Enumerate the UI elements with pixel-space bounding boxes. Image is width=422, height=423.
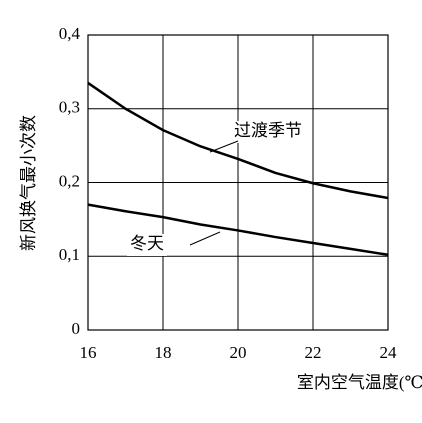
plot-frame [87, 34, 389, 331]
x-axis-label: 室内空气温度(℃) [297, 373, 422, 392]
y-tick-label: 0,2 [59, 171, 80, 190]
y-tick-label: 0,1 [59, 245, 80, 264]
leader-line [189, 231, 221, 246]
y-axis-label: 新风换气最小次数 [19, 115, 38, 251]
leader-line [209, 140, 239, 153]
x-tick-label: 22 [305, 343, 322, 362]
label-bg [127, 234, 167, 256]
y-tick-label: 0,3 [59, 98, 80, 117]
series-label: 过渡季节 [234, 121, 302, 140]
label-bg [232, 121, 304, 143]
series-label: 冬天 [130, 234, 164, 253]
x-tick-label: 16 [80, 343, 97, 362]
y-tick-label: 0 [72, 319, 81, 338]
series-line [87, 81, 389, 200]
x-tick-label: 20 [230, 343, 247, 362]
y-tick-label: 0,4 [59, 24, 81, 43]
x-tick-label: 18 [155, 343, 172, 362]
x-tick-label: 24 [380, 343, 398, 362]
series-line [87, 203, 389, 257]
